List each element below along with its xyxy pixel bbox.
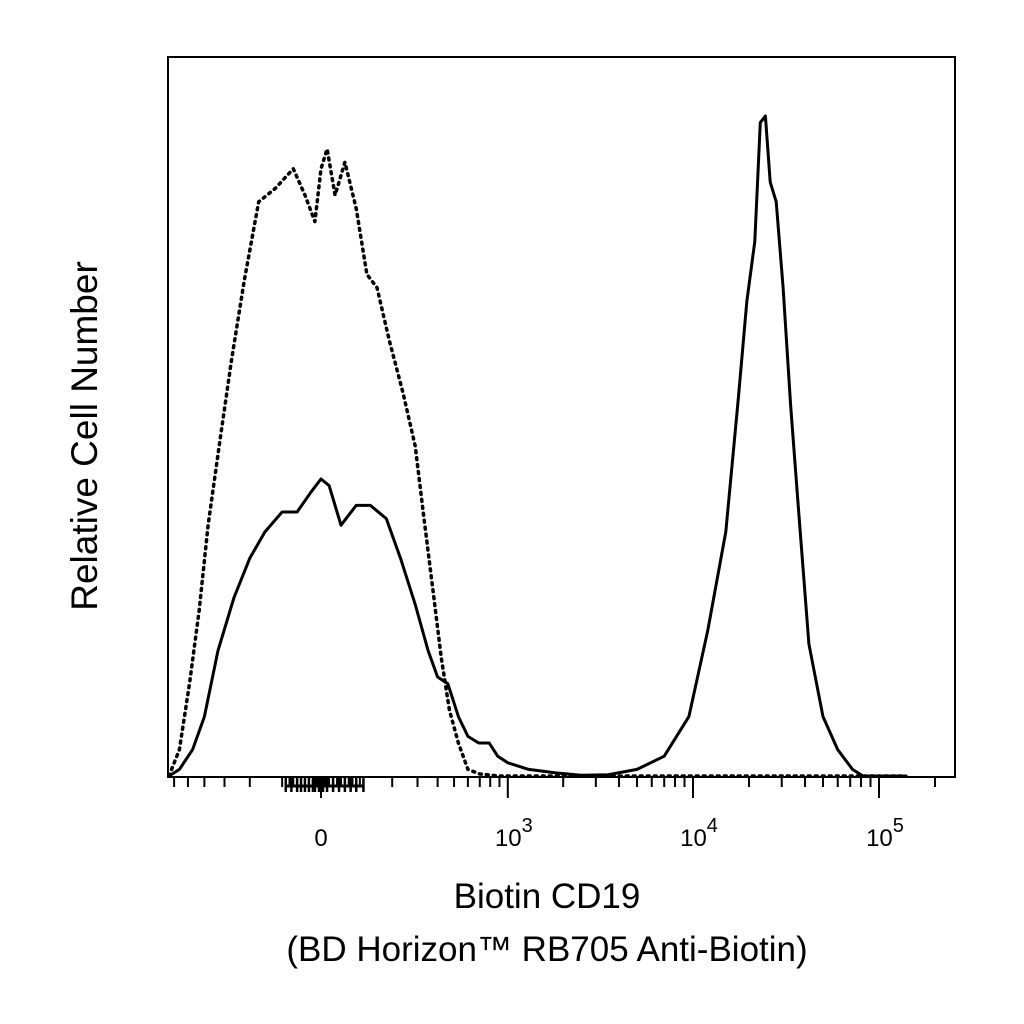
x-tick-label: 0 xyxy=(314,825,327,852)
x-tick-label: 105 xyxy=(866,815,904,852)
histogram-series xyxy=(167,114,908,778)
x-tick-label: 104 xyxy=(680,815,718,852)
x-axis-ticks xyxy=(173,778,936,798)
x-axis-label-line2: (BD Horizon™ RB705 Anti-Biotin) xyxy=(286,930,807,969)
plot-frame xyxy=(167,56,956,778)
solid-histogram-line xyxy=(167,114,908,778)
y-axis-label: Relative Cell Number xyxy=(64,261,105,611)
dotted-histogram-line xyxy=(167,147,908,778)
zero-region-rug-marks xyxy=(284,778,365,792)
x-tick-label: 103 xyxy=(495,815,533,852)
x-axis-label: Biotin CD19 xyxy=(454,877,641,916)
x-axis-tick-labels: 0 103 104 105 xyxy=(314,815,904,852)
